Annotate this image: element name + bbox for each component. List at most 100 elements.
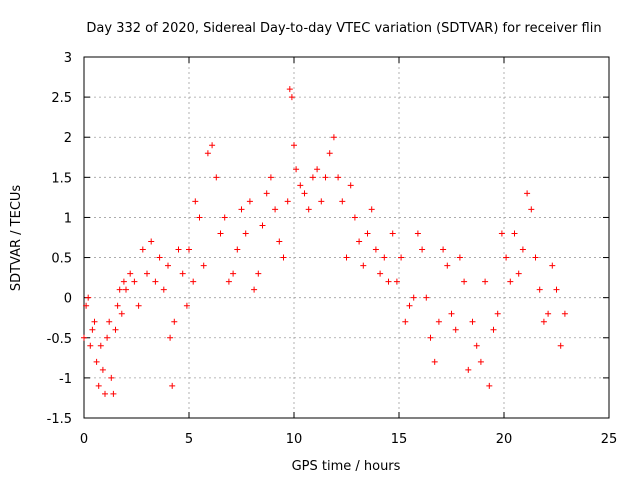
data-point <box>356 238 363 245</box>
y-tick-label: 1.5 <box>51 171 72 186</box>
data-point <box>503 254 510 261</box>
data-point <box>221 214 228 221</box>
data-point <box>225 278 232 285</box>
data-point <box>152 278 159 285</box>
data-point <box>120 278 127 285</box>
data-point <box>469 318 476 325</box>
data-point <box>288 94 295 101</box>
data-point <box>297 182 304 189</box>
data-point <box>528 206 535 213</box>
data-point <box>213 174 220 181</box>
data-point <box>108 374 115 381</box>
data-point <box>456 254 463 261</box>
data-point <box>179 270 186 277</box>
data-point <box>160 286 167 293</box>
data-point <box>322 174 329 181</box>
x-tick-label: 25 <box>601 432 618 447</box>
data-point <box>91 318 98 325</box>
data-point <box>280 254 287 261</box>
data-point <box>93 358 100 365</box>
y-tick-label: -1 <box>59 372 72 387</box>
data-point <box>410 294 417 301</box>
data-point <box>118 310 125 317</box>
data-point <box>326 150 333 157</box>
data-point <box>440 246 447 253</box>
x-axis-label: GPS time / hours <box>292 459 401 474</box>
y-tick-label: 0 <box>64 292 72 307</box>
data-point <box>83 302 90 309</box>
x-tick-label: 10 <box>286 432 303 447</box>
data-point <box>217 230 224 237</box>
data-point <box>81 334 87 341</box>
data-point <box>393 278 400 285</box>
data-point <box>255 270 262 277</box>
data-point <box>99 366 106 373</box>
y-axis-label: SDTVAR / TECUs <box>9 185 24 292</box>
data-point <box>360 262 367 269</box>
data-point <box>419 246 426 253</box>
data-point <box>335 174 342 181</box>
data-point <box>123 286 129 293</box>
data-point <box>106 318 113 325</box>
data-point <box>406 302 413 309</box>
data-point <box>95 382 102 389</box>
data-point <box>144 270 150 277</box>
data-point <box>148 238 155 245</box>
data-point <box>423 294 430 301</box>
data-point <box>267 174 274 181</box>
data-point <box>515 270 522 277</box>
data-point <box>192 198 199 205</box>
data-point <box>339 198 346 205</box>
data-point <box>444 262 451 269</box>
data-point <box>398 254 405 261</box>
data-point <box>246 198 253 205</box>
data-point <box>314 166 321 173</box>
data-point <box>536 286 543 293</box>
data-point <box>343 254 350 261</box>
data-point <box>116 286 123 293</box>
x-tick-label: 5 <box>185 432 193 447</box>
data-point <box>318 198 325 205</box>
data-point <box>293 166 300 173</box>
data-point <box>291 142 297 149</box>
data-point <box>200 262 207 269</box>
data-point <box>364 230 371 237</box>
data-point <box>461 278 468 285</box>
data-point <box>490 326 497 333</box>
y-tick-label: 1 <box>64 211 72 226</box>
y-tick-label: -1.5 <box>47 412 72 427</box>
data-point <box>540 318 547 325</box>
data-point <box>251 286 258 293</box>
data-point <box>114 302 121 309</box>
data-point <box>276 238 283 245</box>
data-point <box>272 206 279 213</box>
data-point <box>183 302 190 309</box>
data-point <box>561 310 568 317</box>
data-point <box>435 318 442 325</box>
data-point <box>477 358 484 365</box>
data-point <box>165 262 171 269</box>
chart-title: Day 332 of 2020, Sidereal Day-to-day VTE… <box>86 21 601 36</box>
data-point <box>553 286 560 293</box>
data-point <box>482 278 489 285</box>
data-point <box>131 278 138 285</box>
axis-ticks <box>83 56 610 419</box>
data-point <box>452 326 459 333</box>
data-point <box>234 246 241 253</box>
data-point <box>385 278 392 285</box>
data-point <box>524 190 531 197</box>
y-tick-label: -0.5 <box>47 332 72 347</box>
data-point <box>377 270 384 277</box>
data-point <box>238 206 245 213</box>
data-point <box>368 206 375 213</box>
data-point <box>156 254 163 261</box>
data-point <box>263 190 270 197</box>
data-point <box>532 254 539 261</box>
grid-lines <box>84 57 609 418</box>
data-point <box>301 190 308 197</box>
data-point <box>486 382 493 389</box>
data-point <box>431 358 438 365</box>
data-point <box>102 390 108 397</box>
plot-frame <box>83 56 610 419</box>
